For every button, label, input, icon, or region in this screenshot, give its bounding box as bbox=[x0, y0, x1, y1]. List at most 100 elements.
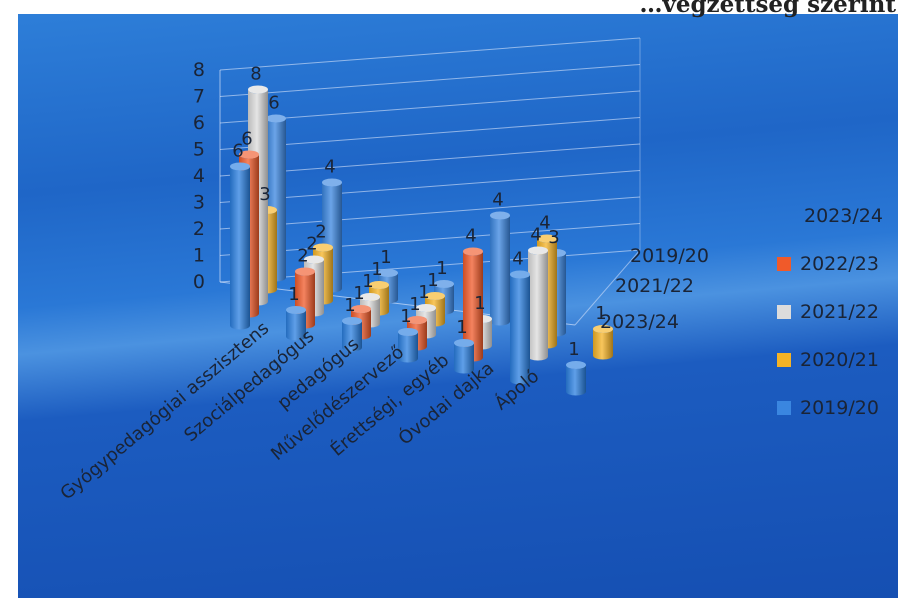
column-body bbox=[510, 274, 530, 385]
column-top bbox=[322, 178, 342, 187]
data-label: 2 bbox=[297, 246, 308, 267]
data-label: 1 bbox=[409, 294, 420, 315]
column-body bbox=[342, 321, 362, 352]
data-label: 1 bbox=[362, 271, 373, 292]
legend-swatch bbox=[777, 401, 791, 415]
legend-label: 2020/21 bbox=[800, 349, 879, 371]
column-2021-22-5 bbox=[528, 246, 548, 361]
title-strip: …végzettség szerint bbox=[0, 0, 906, 18]
chart-columns bbox=[230, 85, 613, 396]
legend-label: 2022/23 bbox=[800, 253, 879, 275]
legend-label: 2021/22 bbox=[800, 301, 879, 323]
column-2023-24-0 bbox=[230, 162, 250, 330]
data-label: 8 bbox=[250, 64, 261, 85]
column-body bbox=[528, 250, 548, 361]
data-label: 4 bbox=[465, 226, 476, 247]
legend-swatch bbox=[777, 305, 791, 319]
column-top bbox=[407, 316, 427, 324]
column-top bbox=[342, 317, 362, 325]
legend-item: 2019/20 bbox=[777, 397, 879, 419]
legend-item: 2022/23 bbox=[777, 253, 879, 275]
y-tick-label: 6 bbox=[193, 112, 205, 134]
y-tick-label: 8 bbox=[193, 59, 205, 81]
legend-swatch bbox=[777, 353, 791, 367]
legend-item: 2021/22 bbox=[777, 301, 879, 323]
data-label: 6 bbox=[268, 93, 279, 114]
data-label: 1 bbox=[418, 282, 429, 303]
column-top bbox=[528, 246, 548, 255]
y-tick-label: 2 bbox=[193, 218, 205, 240]
column-top bbox=[510, 270, 530, 279]
y-tick-label: 0 bbox=[193, 271, 205, 293]
y-tick-label: 7 bbox=[193, 86, 205, 108]
column-2023-24-1 bbox=[286, 306, 306, 341]
depth-axis-label: 2021/22 bbox=[615, 275, 694, 297]
column-top bbox=[416, 304, 436, 312]
data-label: 2 bbox=[315, 222, 326, 243]
chart-background bbox=[18, 8, 898, 598]
legend-item: 2023/24 bbox=[804, 205, 883, 227]
data-label: 6 bbox=[241, 129, 252, 150]
column-body bbox=[398, 332, 418, 363]
page-title: …végzettség szerint bbox=[639, 0, 896, 18]
column-body bbox=[454, 343, 474, 374]
y-tick-label: 5 bbox=[193, 139, 205, 161]
column-2023-24-2 bbox=[342, 317, 362, 352]
data-label: 1 bbox=[436, 258, 447, 279]
data-label: 1 bbox=[288, 284, 299, 305]
column-top bbox=[286, 306, 306, 314]
y-tick-label: 3 bbox=[193, 192, 205, 214]
data-label: 3 bbox=[548, 227, 559, 248]
column-2023-24-5 bbox=[510, 270, 530, 385]
column-2023-24-4 bbox=[454, 339, 474, 374]
column-top bbox=[454, 339, 474, 347]
column-top bbox=[566, 361, 586, 369]
column-top bbox=[239, 150, 259, 159]
column-top bbox=[434, 280, 454, 288]
data-label: 1 bbox=[371, 259, 382, 280]
data-label: 1 bbox=[353, 283, 364, 304]
data-label: 1 bbox=[380, 247, 391, 268]
column-top bbox=[266, 114, 286, 123]
y-tick-label: 4 bbox=[193, 165, 205, 187]
data-label: 4 bbox=[539, 213, 550, 234]
column-top bbox=[248, 85, 268, 94]
data-label: 4 bbox=[492, 190, 503, 211]
legend-label: 2019/20 bbox=[800, 397, 879, 419]
column-top bbox=[490, 211, 510, 220]
column-2022-23-4 bbox=[463, 247, 483, 362]
column-body bbox=[463, 251, 483, 362]
column-top bbox=[463, 247, 483, 256]
column-top bbox=[295, 267, 315, 276]
data-label: 1 bbox=[456, 317, 467, 338]
data-label: 4 bbox=[324, 157, 335, 178]
column-top bbox=[304, 255, 324, 264]
column-top bbox=[369, 281, 389, 289]
data-label: 1 bbox=[474, 293, 485, 314]
data-label: 3 bbox=[259, 184, 270, 205]
column-body bbox=[593, 329, 613, 360]
column-top bbox=[313, 243, 333, 252]
column-top bbox=[378, 269, 398, 277]
depth-axis-label: 2023/24 bbox=[600, 311, 679, 333]
column-body bbox=[230, 166, 250, 330]
data-label: 1 bbox=[344, 295, 355, 316]
data-label: 4 bbox=[530, 225, 541, 246]
column-top bbox=[351, 305, 371, 313]
column-body bbox=[566, 365, 586, 396]
column-top bbox=[425, 292, 445, 300]
chart-legend: 2023/24 2022/23 2021/22 2020/21 2019/20 bbox=[777, 205, 883, 419]
depth-axis-label: 2019/20 bbox=[630, 245, 709, 267]
column-top bbox=[230, 162, 250, 171]
data-label: 1 bbox=[427, 270, 438, 291]
column-2019-20-4 bbox=[490, 211, 510, 326]
data-label: 4 bbox=[512, 249, 523, 270]
legend-swatch bbox=[777, 257, 791, 271]
column-2023-24-6 bbox=[566, 361, 586, 396]
column-top bbox=[398, 328, 418, 336]
legend-label: 2023/24 bbox=[804, 205, 883, 227]
data-label: 1 bbox=[568, 339, 579, 360]
column-2023-24-3 bbox=[398, 328, 418, 363]
